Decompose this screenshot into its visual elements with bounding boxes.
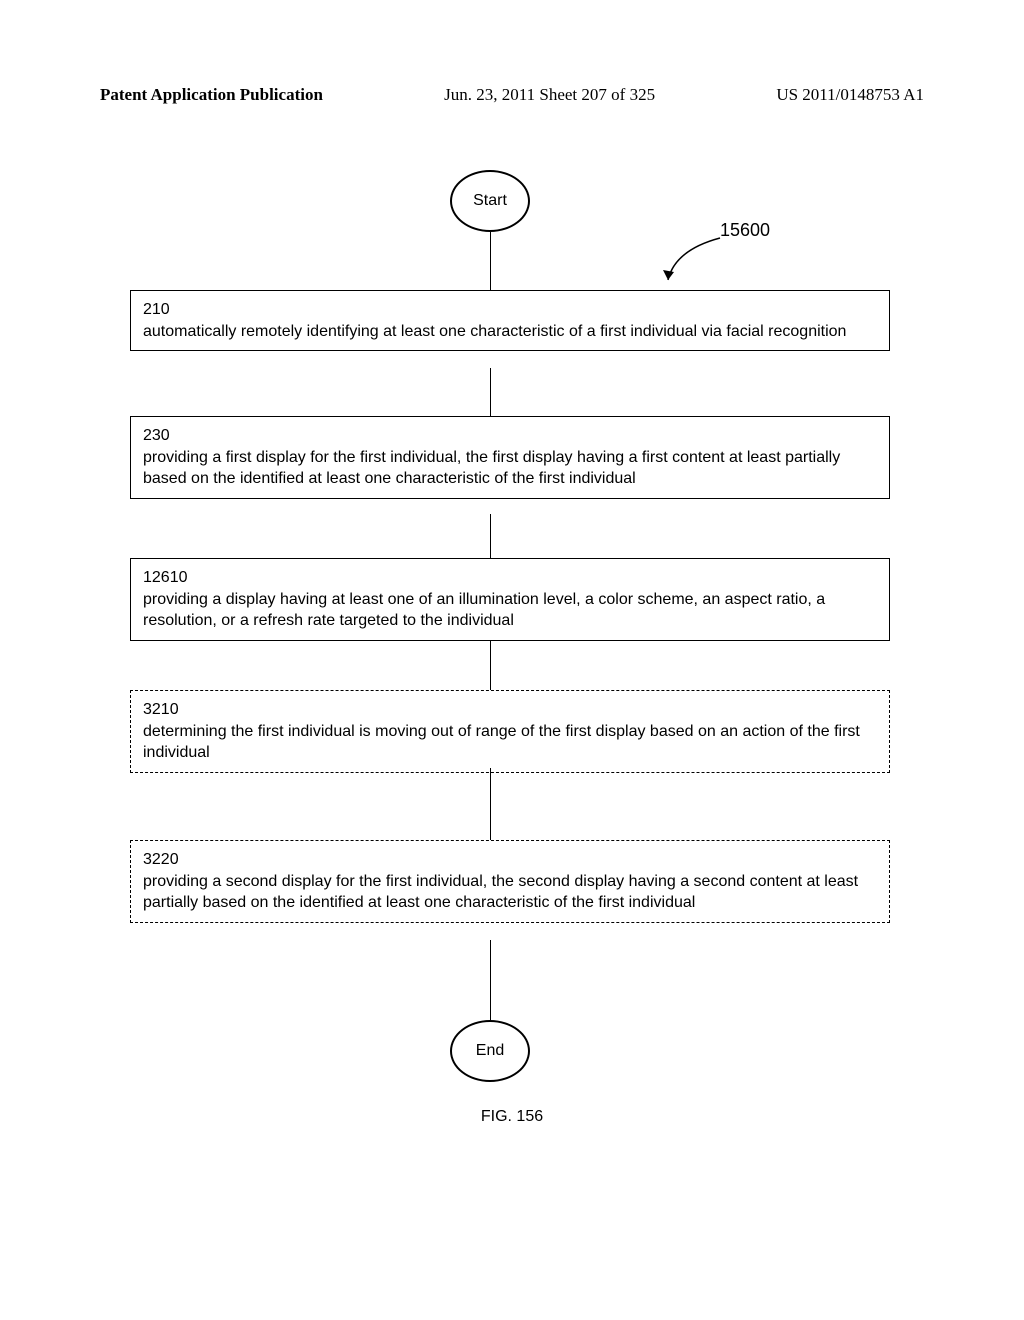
connector: [490, 640, 491, 690]
end-terminal: End: [450, 1020, 530, 1082]
start-label: Start: [473, 192, 507, 210]
connector: [490, 514, 491, 558]
connector: [490, 368, 491, 416]
header-right: US 2011/0148753 A1: [776, 85, 924, 105]
page: Patent Application Publication Jun. 23, …: [0, 0, 1024, 1320]
figure-label: FIG. 156: [0, 1108, 1024, 1126]
connector: [490, 232, 491, 290]
step-box-210: 210 automatically remotely identifying a…: [130, 290, 890, 351]
step-number: 12610: [143, 567, 877, 589]
step-box-3220: 3220 providing a second display for the …: [130, 840, 890, 923]
step-box-230: 230 providing a first display for the fi…: [130, 416, 890, 499]
step-text: providing a first display for the first …: [143, 449, 840, 488]
step-text: determining the first individual is movi…: [143, 723, 860, 762]
start-terminal: Start: [450, 170, 530, 232]
step-text: automatically remotely identifying at le…: [143, 323, 846, 340]
page-header: Patent Application Publication Jun. 23, …: [0, 85, 1024, 105]
step-box-12610: 12610 providing a display having at leas…: [130, 558, 890, 641]
step-box-3210: 3210 determining the first individual is…: [130, 690, 890, 773]
step-text: providing a second display for the first…: [143, 873, 858, 912]
end-label: End: [476, 1042, 504, 1060]
header-left: Patent Application Publication: [100, 85, 323, 105]
header-center: Jun. 23, 2011 Sheet 207 of 325: [444, 85, 655, 105]
connector: [490, 940, 491, 1020]
end-terminal-wrap: End: [450, 1020, 530, 1082]
step-number: 3210: [143, 699, 877, 721]
reference-arc: [640, 230, 740, 290]
connector: [490, 768, 491, 840]
step-number: 230: [143, 425, 877, 447]
step-number: 210: [143, 299, 877, 321]
step-text: providing a display having at least one …: [143, 591, 825, 630]
step-number: 3220: [143, 849, 877, 871]
start-terminal-wrap: Start: [450, 170, 530, 232]
